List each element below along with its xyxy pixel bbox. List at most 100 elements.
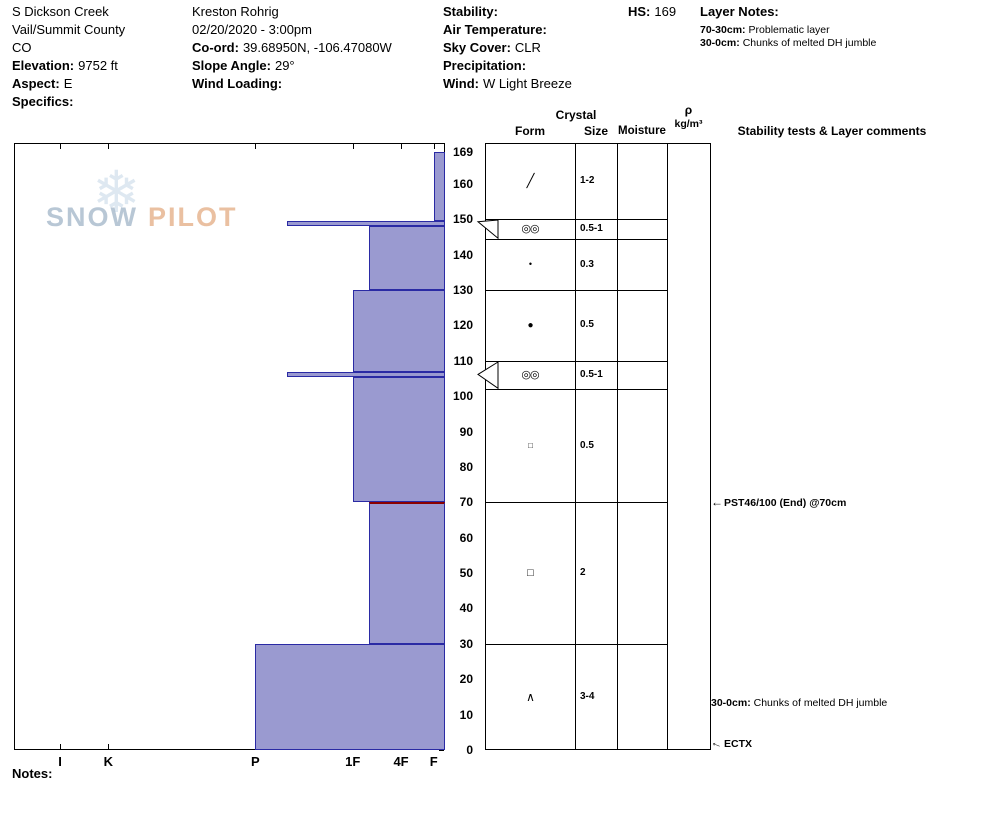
coord-label: Co-ord: <box>192 40 239 55</box>
depth-tick-label: 80 <box>459 459 473 474</box>
hs-line: HS: 169 <box>628 4 676 19</box>
stability-label: Stability: <box>443 4 498 19</box>
depth-tick-label: 20 <box>459 672 473 687</box>
grain-form-symbol: ╱ <box>526 173 535 189</box>
site-state: CO <box>12 40 32 55</box>
annotation-bold-text: PST46/100 (End) @70cm <box>724 497 847 510</box>
depth-tick-label: 100 <box>452 389 473 404</box>
elevation-label: Elevation: <box>12 58 75 73</box>
grain-form-symbol: ● <box>527 319 533 331</box>
wind-value: W Light Breeze <box>482 76 572 91</box>
grain-form-symbol: □ <box>527 566 534 579</box>
layer-bar-1F <box>352 377 445 503</box>
site-region: Vail/Summit County <box>12 22 126 37</box>
thin-layer-arrow <box>476 219 499 240</box>
layer-note-text: Chunks of melted DH jumble <box>742 37 877 49</box>
depth-tick-label: 169 <box>452 145 473 159</box>
grain-size-label: 0.5 <box>580 319 594 331</box>
depth-tick-label: 0 <box>466 743 473 757</box>
depth-tick-label: 110 <box>453 353 473 368</box>
aspect-label: Aspect: <box>12 76 60 91</box>
grain-size-label: 1-2 <box>580 175 595 187</box>
layer-bar-P <box>255 643 445 750</box>
annotation-arrow-icon: ← <box>711 495 723 510</box>
hs-value: 169 <box>654 4 677 19</box>
row-separator <box>485 643 667 645</box>
grain-size-label: 0.5 <box>580 439 594 451</box>
layer-note: 30-0cm: Chunks of melted DH jumble <box>700 37 876 49</box>
hardness-axis-label: F <box>429 754 438 769</box>
wind-loading-label: Wind Loading: <box>192 76 283 91</box>
watermark-snow: SNOW <box>46 202 138 232</box>
slope-angle-label: Slope Angle: <box>192 58 271 73</box>
hardness-tick <box>401 144 403 149</box>
depth-tick <box>439 750 444 751</box>
row-separator <box>485 219 667 221</box>
grain-form-symbol: ◎◎ <box>521 223 539 236</box>
grain-size-label: 0.5-1 <box>580 223 603 235</box>
watermark-pilot: PILOT <box>148 202 238 232</box>
depth-tick-label: 150 <box>452 212 473 227</box>
depth-tick-label: 60 <box>459 530 473 545</box>
moisture-header: Moisture <box>618 125 666 137</box>
slope-angle-value: 29° <box>274 58 295 73</box>
observer-name: Kreston Rohrig <box>192 4 279 19</box>
layer-bar-P+ <box>286 221 445 227</box>
hardness-axis-label: P <box>251 754 260 769</box>
aspect-value: E <box>63 76 73 91</box>
grain-size-label: 2 <box>580 567 586 579</box>
slope-angle-line: Slope Angle: 29° <box>192 58 295 73</box>
snowflake-icon: ❄ <box>92 160 141 225</box>
row-separator <box>485 290 667 291</box>
hardness-axis-label: I <box>58 754 62 769</box>
row-separator <box>485 502 667 504</box>
stability-annotation: 30-0cm: Chunks of melted DH jumble <box>711 697 887 709</box>
depth-tick-label: 50 <box>459 566 473 581</box>
depth-tick-label: 120 <box>452 318 473 333</box>
density-unit-header: kg/m³ <box>674 118 703 130</box>
grain-size-label: 0.3 <box>580 258 594 270</box>
table-column-line <box>575 143 576 750</box>
layer-bar-1F+ <box>368 502 445 644</box>
hardness-tick <box>255 144 257 149</box>
grain-size-label: 0.5-1 <box>580 368 603 380</box>
thin-layer-arrow <box>477 360 499 390</box>
snowpilot-watermark: SNOW PILOT <box>46 202 238 233</box>
coord-line: Co-ord: 39.68950N, -106.47080W <box>192 40 392 55</box>
depth-tick-label: 140 <box>452 247 473 262</box>
grain-size-label: 3-4 <box>580 690 595 702</box>
coord-value: 39.68950N, -106.47080W <box>242 40 392 55</box>
grain-form-symbol: ∧ <box>526 689 535 704</box>
depth-tick-label: 90 <box>459 424 473 439</box>
grain-form-symbol: □ <box>528 440 533 450</box>
wind-line: Wind: W Light Breeze <box>443 76 572 91</box>
hardness-tick <box>352 144 354 149</box>
precip-label: Precipitation: <box>443 58 527 73</box>
annotation-bold-text: 30-0cm: <box>711 697 751 709</box>
sky-cover-line: Sky Cover: CLR <box>443 40 541 55</box>
grain-form-symbol: ◎◎ <box>521 368 539 381</box>
specifics-label: Specifics: <box>12 94 74 109</box>
depth-tick-label: 130 <box>452 283 473 297</box>
layer-bar-F <box>433 152 445 221</box>
depth-tick-label: 70 <box>459 495 473 510</box>
depth-tick-label: 10 <box>459 707 473 722</box>
row-separator <box>485 389 667 391</box>
site-name: S Dickson Creek <box>12 4 109 19</box>
air-temp-label: Air Temperature: <box>443 22 547 37</box>
layer-note-range: 30-0cm: <box>700 37 740 49</box>
sky-cover-value: CLR <box>514 40 541 55</box>
hardness-axis-label: 4F <box>393 754 409 769</box>
depth-tick-label: 40 <box>459 601 473 616</box>
wind-label: Wind: <box>443 76 479 91</box>
annotation-text: Chunks of melted DH jumble <box>750 697 888 709</box>
hs-label: HS: <box>628 4 651 19</box>
hardness-tick <box>108 744 110 749</box>
row-separator <box>485 239 667 241</box>
depth-tick-label: 30 <box>459 636 473 651</box>
hardness-tick <box>60 144 62 149</box>
crystal-header: Crystal <box>555 108 597 122</box>
layer-bar-1F <box>352 290 445 373</box>
layer-bar-1F+ <box>368 226 445 290</box>
size-header: Size <box>583 124 608 138</box>
